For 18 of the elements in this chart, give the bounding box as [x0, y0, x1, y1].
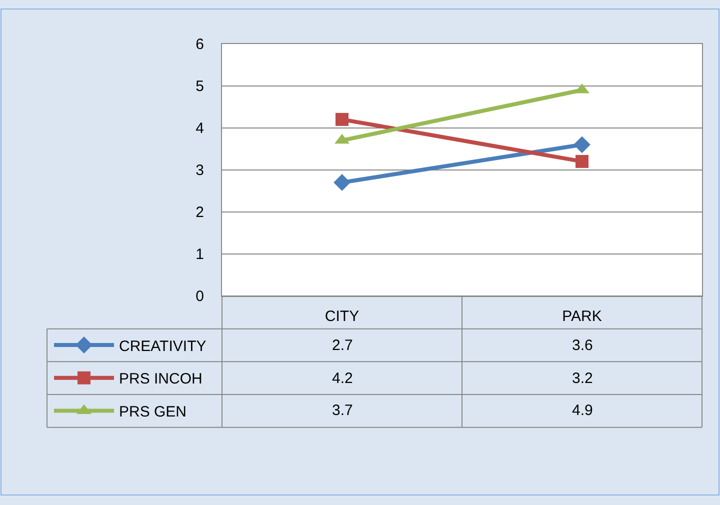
- y-tick-label: 4: [196, 120, 204, 138]
- data-label: 2.7: [332, 337, 353, 354]
- data-label: 4.9: [572, 402, 593, 419]
- y-tick-label: 2: [196, 204, 204, 222]
- x-tick-label: PARK: [562, 308, 602, 325]
- y-tick-label: 5: [196, 78, 204, 96]
- y-tick-label: 1: [196, 246, 204, 264]
- data-label: 4.2: [332, 370, 353, 387]
- data-label: 3.7: [332, 402, 353, 419]
- data-label: 3.2: [572, 370, 593, 387]
- legend-label: PRS INCOH: [119, 370, 202, 388]
- y-tick-label: 3: [196, 162, 204, 180]
- y-tick-label: 0: [196, 288, 204, 306]
- legend-label: CREATIVITY: [119, 338, 206, 355]
- legend-label: PRS GEN: [119, 404, 187, 421]
- x-tick-label: CITY: [324, 308, 360, 325]
- data-label: 3.6: [572, 337, 593, 354]
- y-tick-label: 6: [196, 36, 204, 54]
